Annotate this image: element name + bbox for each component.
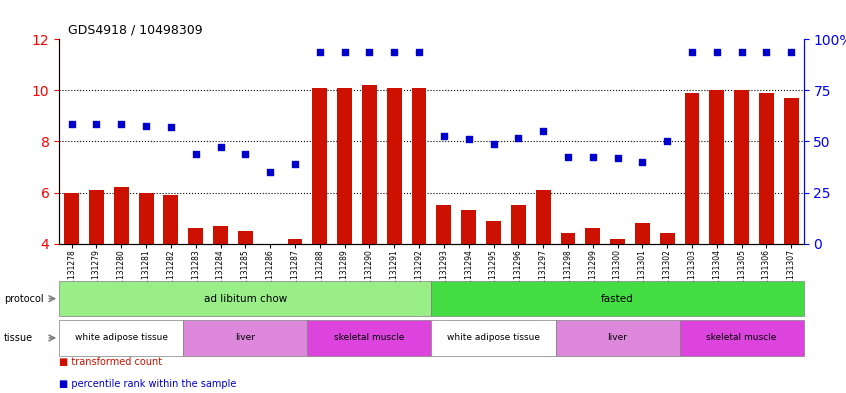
Point: [710, 49, 723, 55]
Bar: [362, 85, 376, 346]
Bar: [784, 98, 799, 346]
Point: [586, 154, 600, 160]
Bar: [610, 239, 625, 346]
Bar: [561, 233, 575, 346]
Bar: [734, 90, 749, 346]
Point: [239, 151, 252, 157]
Point: [288, 161, 302, 167]
Bar: [139, 193, 153, 346]
Bar: [437, 205, 451, 346]
Point: [784, 49, 798, 55]
Bar: [486, 220, 501, 346]
Text: skeletal muscle: skeletal muscle: [334, 334, 404, 342]
Point: [65, 120, 79, 127]
Text: fasted: fasted: [602, 294, 634, 304]
Text: white adipose tissue: white adipose tissue: [74, 334, 168, 342]
Point: [313, 49, 327, 55]
Bar: [238, 231, 253, 346]
Text: liver: liver: [235, 334, 255, 342]
Text: white adipose tissue: white adipose tissue: [447, 334, 540, 342]
Point: [462, 136, 475, 142]
Bar: [759, 93, 774, 346]
Bar: [511, 205, 525, 346]
Bar: [163, 195, 179, 346]
Point: [735, 49, 749, 55]
Point: [760, 49, 773, 55]
Point: [189, 151, 202, 157]
Point: [387, 49, 401, 55]
Text: GDS4918 / 10498309: GDS4918 / 10498309: [68, 24, 202, 37]
Bar: [710, 90, 724, 346]
Bar: [89, 190, 104, 346]
Bar: [412, 88, 426, 346]
Bar: [461, 210, 476, 346]
Bar: [536, 190, 551, 346]
Bar: [338, 88, 352, 346]
Text: tissue: tissue: [4, 333, 33, 343]
Point: [338, 49, 351, 55]
Point: [635, 159, 649, 165]
Point: [263, 169, 277, 175]
Bar: [660, 233, 674, 346]
Point: [363, 49, 376, 55]
Point: [685, 49, 699, 55]
Bar: [684, 93, 700, 346]
Text: liver: liver: [607, 334, 628, 342]
Bar: [635, 223, 650, 346]
Point: [561, 154, 574, 160]
Text: skeletal muscle: skeletal muscle: [706, 334, 777, 342]
Point: [536, 128, 550, 134]
Text: ad libitum chow: ad libitum chow: [204, 294, 287, 304]
Bar: [64, 193, 79, 346]
Point: [437, 133, 451, 140]
Point: [164, 124, 178, 130]
Text: ■ transformed count: ■ transformed count: [59, 358, 162, 367]
Point: [114, 120, 128, 127]
Point: [486, 141, 500, 147]
Point: [90, 120, 103, 127]
Bar: [387, 88, 402, 346]
Point: [611, 155, 624, 161]
Bar: [213, 226, 228, 346]
Point: [140, 123, 153, 129]
Bar: [288, 239, 302, 346]
Bar: [263, 244, 277, 346]
Point: [512, 134, 525, 141]
Text: ■ percentile rank within the sample: ■ percentile rank within the sample: [59, 379, 237, 389]
Text: protocol: protocol: [4, 294, 44, 304]
Bar: [312, 88, 327, 346]
Point: [412, 49, 426, 55]
Bar: [114, 187, 129, 346]
Bar: [189, 228, 203, 346]
Point: [214, 143, 228, 150]
Point: [661, 138, 674, 145]
Bar: [585, 228, 600, 346]
